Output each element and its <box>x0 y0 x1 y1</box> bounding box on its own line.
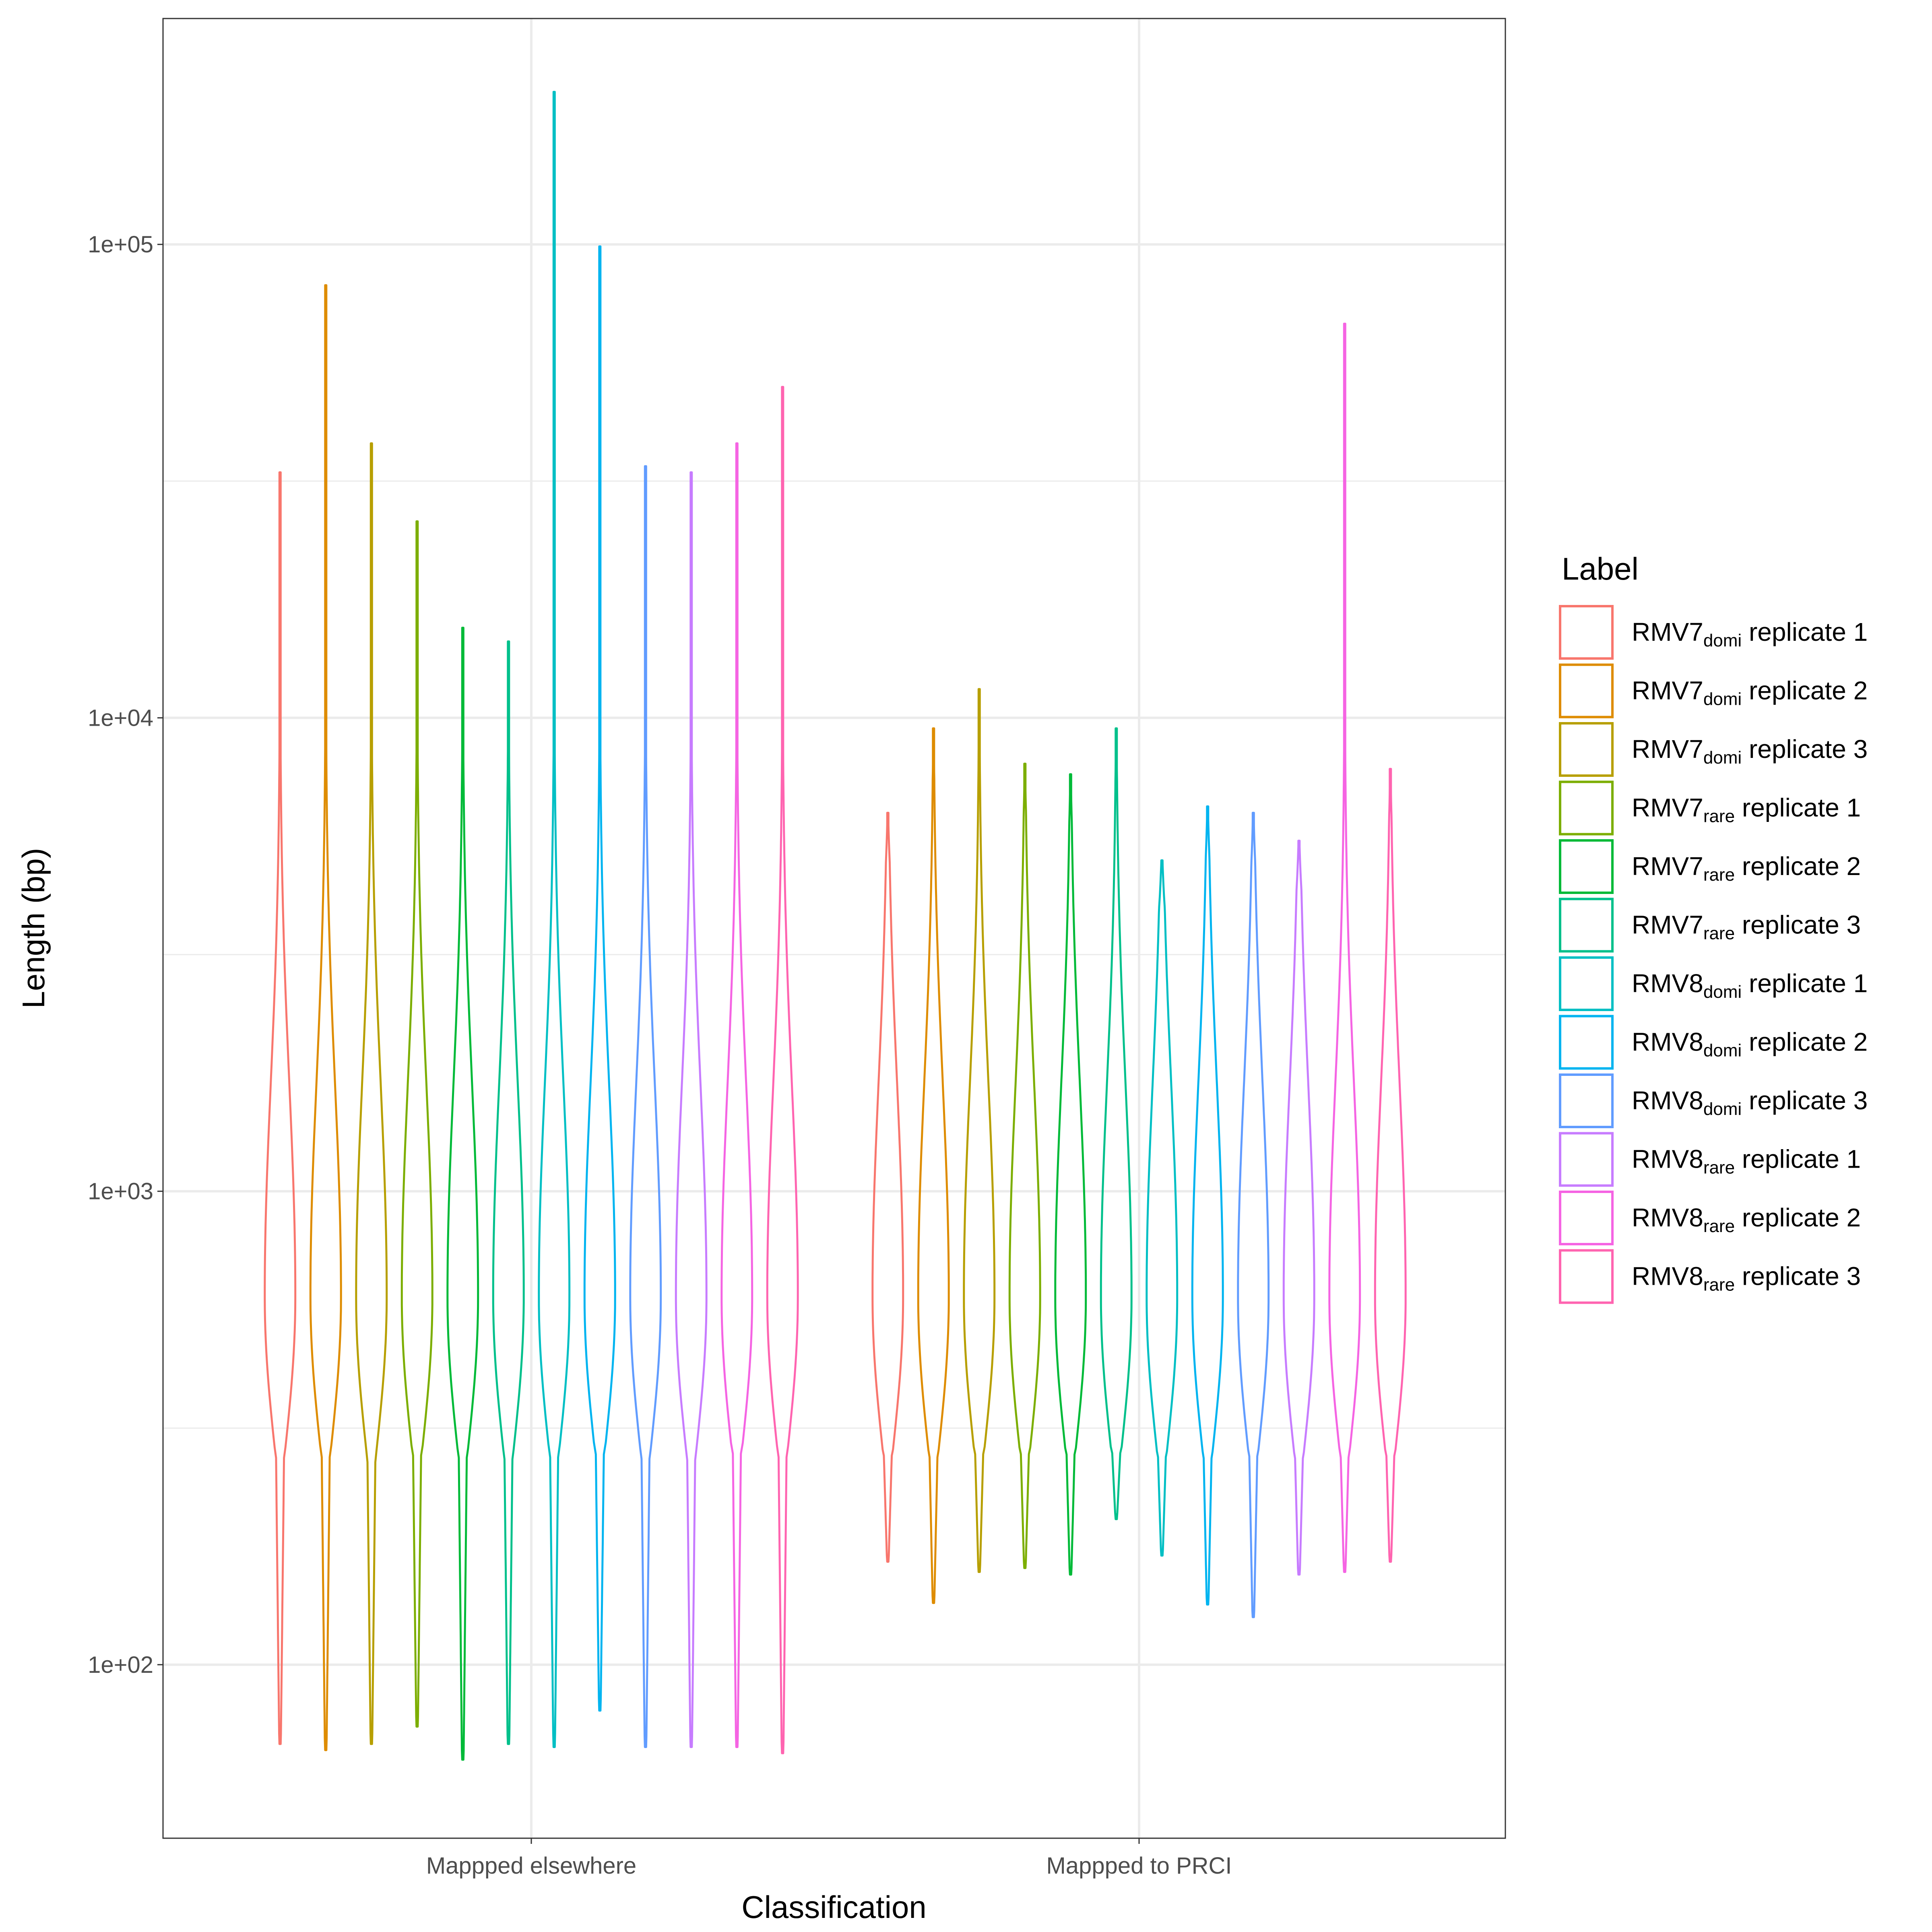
legend-label: RMV7domi replicate 1 <box>1632 617 1868 650</box>
legend-key <box>1559 956 1614 1011</box>
violin-elsewhere-3 <box>355 442 388 1745</box>
legend-key <box>1559 898 1614 953</box>
legend-label: RMV7domi replicate 3 <box>1632 735 1868 768</box>
x-tick-label: Mappped to PRCI <box>1046 1853 1232 1879</box>
violin-elsewhere-11 <box>720 442 753 1748</box>
violin-elsewhere-7 <box>538 91 571 1748</box>
legend-label: RMV8domi replicate 3 <box>1632 1086 1868 1119</box>
x-axis-title: Classification <box>741 1889 927 1925</box>
violin-elsewhere-6 <box>492 640 525 1745</box>
violin-prci-9 <box>1237 811 1270 1618</box>
panel-background <box>163 19 1505 1838</box>
violin-elsewhere-12 <box>766 386 799 1754</box>
violin-elsewhere-1 <box>264 471 297 1745</box>
legend-key <box>1559 780 1614 836</box>
legend-key <box>1559 1191 1614 1245</box>
legend-label: RMV7rare replicate 1 <box>1632 793 1861 826</box>
legend-key <box>1559 1132 1614 1187</box>
legend-label: RMV8domi replicate 1 <box>1632 969 1868 1002</box>
legend-label: RMV7domi replicate 2 <box>1632 676 1868 709</box>
x-tick-label: Mappped elsewhere <box>426 1853 636 1879</box>
legend-key <box>1559 1015 1614 1070</box>
violin-prci-6 <box>1100 727 1133 1520</box>
violin-prci-5 <box>1054 773 1087 1576</box>
x-axis: Mappped elsewhere Mappped to PRCI <box>426 1838 1232 1879</box>
violin-elsewhere-9 <box>629 465 662 1748</box>
legend: Label RMV7domi replicate 1 RMV7domi repli… <box>1559 551 1868 1304</box>
violin-prci-8 <box>1191 805 1224 1606</box>
violin-elsewhere-8 <box>583 245 616 1712</box>
legend-key <box>1559 605 1614 660</box>
y-tick-label: 1e+05 <box>88 231 153 258</box>
legend-key <box>1559 722 1614 777</box>
violin-prci-11 <box>1328 322 1361 1573</box>
y-axis: 1e+02 1e+03 1e+04 1e+05 <box>88 231 163 1678</box>
violin-elsewhere-2 <box>309 284 342 1751</box>
y-tick-label: 1e+04 <box>88 705 153 731</box>
legend-label: RMV8rare replicate 3 <box>1632 1262 1861 1295</box>
y-tick-label: 1e+02 <box>88 1652 153 1678</box>
violin-prci-7 <box>1146 859 1179 1557</box>
violin-prci-10 <box>1282 840 1315 1576</box>
violin-prci-12 <box>1374 768 1407 1563</box>
violin-prci-2 <box>917 727 950 1604</box>
legend-key <box>1559 1249 1614 1304</box>
violin-prci-4 <box>1008 762 1041 1569</box>
violin-prci-3 <box>963 688 996 1573</box>
legend-key <box>1559 839 1614 894</box>
legend-key <box>1559 1073 1614 1128</box>
legend-key <box>1559 663 1614 718</box>
y-axis-title: Length (bp) <box>16 848 51 1009</box>
legend-label: RMV7rare replicate 3 <box>1632 910 1861 943</box>
violin-prci-1 <box>871 811 904 1563</box>
violin-elsewhere-10 <box>675 471 708 1748</box>
violin-elsewhere-5 <box>446 627 479 1761</box>
legend-label: RMV8domi replicate 2 <box>1632 1028 1868 1061</box>
legend-label: RMV8rare replicate 1 <box>1632 1145 1861 1178</box>
violins <box>264 91 1407 1761</box>
gridlines <box>163 19 1505 1838</box>
legend-label: RMV7rare replicate 2 <box>1632 852 1861 885</box>
y-tick-label: 1e+03 <box>88 1179 153 1205</box>
panel-border <box>162 18 1506 1839</box>
violin-elsewhere-4 <box>400 520 433 1728</box>
legend-label: RMV8rare replicate 2 <box>1632 1203 1861 1236</box>
legend-title: Label <box>1562 551 1639 586</box>
